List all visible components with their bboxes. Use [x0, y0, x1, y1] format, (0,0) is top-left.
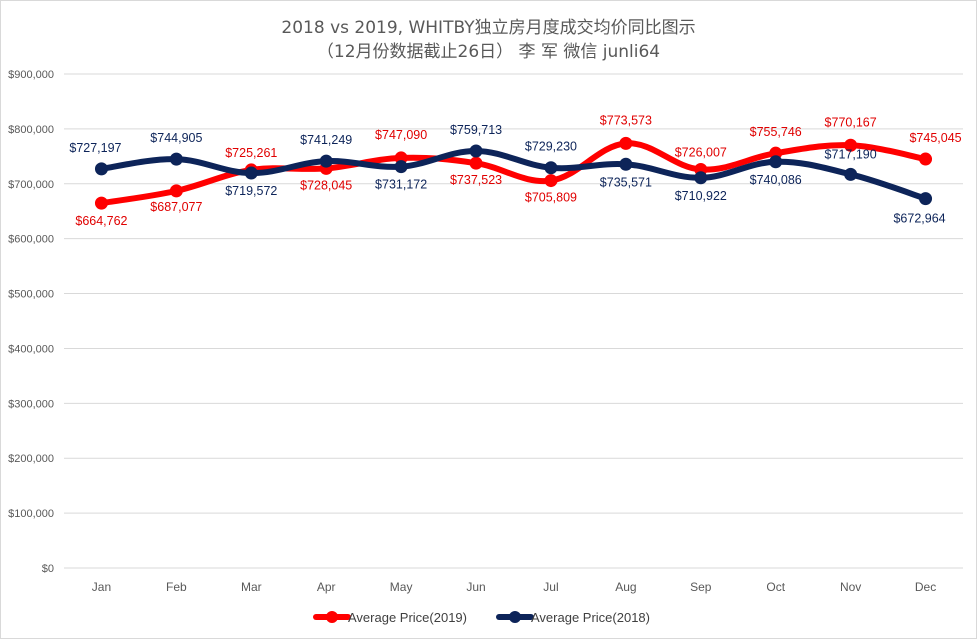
series-2019-marker — [844, 138, 858, 152]
chart-subtitle: （12月份数据截止26日） 李 军 微信 junli64 — [316, 42, 661, 62]
series-2018-data-label: $729,230 — [525, 140, 577, 154]
series-2018-marker — [244, 166, 258, 180]
x-tick-label: Feb — [166, 580, 187, 594]
series-2018-marker — [394, 160, 408, 174]
series-2018-data-label: $672,964 — [893, 212, 945, 226]
series-2019-marker — [169, 184, 183, 198]
series-2018-data-label: $740,086 — [750, 173, 802, 187]
series-2018-marker — [769, 155, 783, 169]
y-tick-label: $0 — [42, 563, 54, 575]
y-tick-label: $800,000 — [8, 124, 54, 136]
series-2018-marker — [919, 192, 933, 206]
series-2018-data-label: $735,571 — [600, 175, 652, 189]
x-tick-label: Mar — [241, 580, 262, 594]
series-2018-marker — [619, 157, 633, 171]
y-tick-label: $500,000 — [8, 289, 54, 301]
x-tick-label: Dec — [915, 580, 936, 594]
series-2018-marker — [319, 154, 333, 168]
series-2019-marker — [544, 174, 558, 188]
series-2018-data-label: $741,249 — [300, 133, 352, 147]
legend-label-1: Average Price(2018) — [531, 610, 650, 625]
series-2018-marker — [469, 144, 483, 158]
y-tick-label: $400,000 — [8, 343, 54, 355]
series-2018-marker — [844, 167, 858, 181]
x-tick-label: Sep — [690, 580, 712, 594]
series-2019-marker — [619, 136, 633, 150]
chart-title: 2018 vs 2019, WHITBY独立房月度成交均价同比图示 — [281, 18, 696, 38]
series-2019-marker — [919, 152, 933, 166]
series-2018-data-label: $719,572 — [225, 184, 277, 198]
series-2019-data-label: $705,809 — [525, 191, 577, 205]
x-tick-label: Jul — [543, 580, 558, 594]
legend-marker-0 — [326, 611, 338, 623]
series-2018-marker — [169, 152, 183, 166]
y-tick-label: $600,000 — [8, 234, 54, 246]
y-tick-label: $100,000 — [8, 508, 54, 520]
series-2019-data-label: $745,045 — [909, 131, 961, 145]
series-2018-data-label: $759,713 — [450, 123, 502, 137]
series-2019-data-label: $726,007 — [675, 146, 727, 160]
legend-marker-1 — [509, 611, 521, 623]
series-2018-data-label: $731,172 — [375, 178, 427, 192]
series-2019-data-label: $773,573 — [600, 113, 652, 127]
series-2018-line — [98, 148, 929, 202]
x-tick-label: Oct — [766, 580, 785, 594]
series-2018-marker — [694, 171, 708, 185]
series-2018-marker — [94, 162, 108, 176]
x-tick-label: Jan — [92, 580, 111, 594]
y-tick-label: $900,000 — [8, 69, 54, 81]
series-2018-data-label: $727,197 — [69, 141, 121, 155]
y-tick-label: $700,000 — [8, 179, 54, 191]
y-tick-label: $200,000 — [8, 453, 54, 465]
series-2018-data-label: $710,922 — [675, 189, 727, 203]
x-tick-label: Nov — [840, 580, 861, 594]
y-tick-label: $300,000 — [8, 398, 54, 410]
x-tick-label: May — [390, 580, 413, 594]
series-2019-marker — [94, 196, 108, 210]
x-tick-label: Aug — [615, 580, 636, 594]
series-2019-data-label: $728,045 — [300, 178, 352, 192]
x-tick-label: Jun — [466, 580, 485, 594]
legend-label-0: Average Price(2019) — [348, 610, 467, 625]
series-2019-data-label: $747,090 — [375, 128, 427, 142]
series-2019-data-label: $687,077 — [150, 200, 202, 214]
series-2019-data-label: $755,746 — [750, 125, 802, 139]
series-2019-data-label: $725,261 — [225, 146, 277, 160]
series-2019-data-label: $664,762 — [75, 214, 127, 228]
series-2018-marker — [544, 161, 558, 175]
series-2019-data-label: $737,523 — [450, 173, 502, 187]
x-tick-label: Apr — [317, 580, 336, 594]
series-2019-data-label: $770,167 — [825, 115, 877, 129]
series-2018-data-label: $717,190 — [825, 147, 877, 161]
series-2019-marker — [469, 156, 483, 170]
series-2018-data-label: $744,905 — [150, 131, 202, 145]
